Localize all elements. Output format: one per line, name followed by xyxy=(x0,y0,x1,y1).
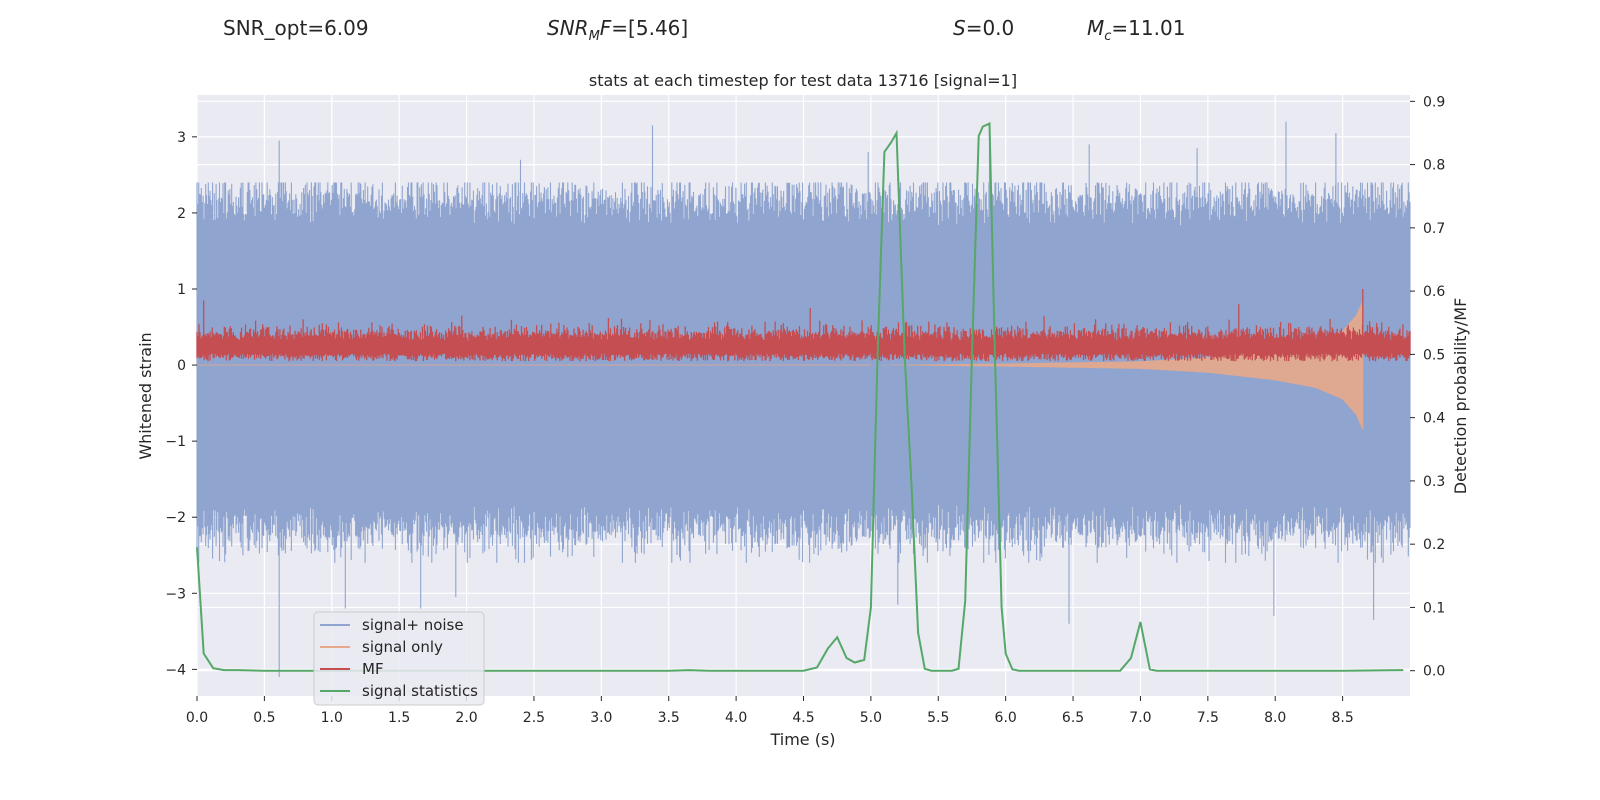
axis-ticks: 0.0 0.5 1.0 1.5 2.0 2.5 3.0 3.5 4.0 4.5 5.0 5.5 6.0 6… xyxy=(165,94,1445,726)
snr-mf-name: SNR xyxy=(547,16,589,40)
x-tick-label: 7.0 xyxy=(1129,710,1151,726)
snr-opt-label: SNR_opt=6.09 xyxy=(223,16,369,40)
snr-mf-label: SNRMF=[5.46] xyxy=(547,16,688,44)
x-tick-label: 6.5 xyxy=(1062,710,1084,726)
y-right-tick-label: 0.7 xyxy=(1423,221,1445,237)
x-tick-label: 5.5 xyxy=(927,710,949,726)
x-tick-label: 6.0 xyxy=(995,710,1017,726)
legend-label-signal-statistics: signal statistics xyxy=(362,682,478,700)
y-right-tick-label: 0.4 xyxy=(1423,411,1445,427)
mc-label: Mc=11.01 xyxy=(1087,16,1185,44)
y-right-tick-label: 0.0 xyxy=(1423,664,1445,680)
x-tick-label: 3.0 xyxy=(590,710,612,726)
legend-label-signal-only: signal only xyxy=(362,638,443,656)
x-tick-label: 4.5 xyxy=(792,710,814,726)
mf-series xyxy=(196,289,1411,362)
x-tick-label: 0.0 xyxy=(186,710,208,726)
mc-name: M xyxy=(1087,16,1105,40)
y-right-tick-label: 0.5 xyxy=(1423,347,1445,363)
legend-box xyxy=(313,611,485,706)
y-right-tick-label: 0.3 xyxy=(1423,474,1445,490)
y-right-tick-label: 0.8 xyxy=(1423,158,1445,174)
y-tick-label: 0 xyxy=(177,358,186,374)
x-tick-label: 1.0 xyxy=(321,710,343,726)
y-right-tick-label: 0.9 xyxy=(1423,94,1445,110)
x-tick-label: 3.5 xyxy=(658,710,680,726)
y-axis-label: Whitened strain xyxy=(136,332,155,459)
x-tick-label: 8.5 xyxy=(1331,710,1353,726)
y-tick-label: 3 xyxy=(177,130,186,146)
y-tick-label: 1 xyxy=(177,282,186,298)
y-tick-label: −3 xyxy=(165,586,186,602)
x-tick-label: 1.5 xyxy=(388,710,410,726)
snr-opt-text: SNR_opt=6.09 xyxy=(223,16,369,40)
y-axis-right-label: Detection probability/MF xyxy=(1451,298,1470,495)
s-name: S xyxy=(953,16,966,40)
x-tick-label: 2.5 xyxy=(523,710,545,726)
x-tick-label: 7.5 xyxy=(1197,710,1219,726)
x-tick-label: 5.0 xyxy=(860,710,882,726)
signal-statistics-series xyxy=(196,121,1404,672)
y-tick-label: 2 xyxy=(177,206,186,222)
x-tick-label: 4.0 xyxy=(725,710,747,726)
y-tick-label: −1 xyxy=(165,434,186,450)
snr-mf-name2: F xyxy=(599,16,612,40)
snr-mf-sub: M xyxy=(588,29,600,44)
mc-sub: c xyxy=(1104,29,1112,44)
signal-statistics-line xyxy=(196,121,1404,672)
x-tick-label: 2.0 xyxy=(455,710,477,726)
y-right-tick-label: 0.1 xyxy=(1423,600,1445,616)
legend-label-signal-noise: signal+ noise xyxy=(362,616,464,634)
y-tick-label: −4 xyxy=(165,662,186,678)
mf-line xyxy=(196,289,1411,362)
legend-label-mf: MF xyxy=(362,660,384,678)
y-right-tick-label: 0.2 xyxy=(1423,537,1445,553)
legend: signal+ noise signal only MF signal stat… xyxy=(313,611,485,706)
s-label: S=0.0 xyxy=(953,16,1014,40)
x-axis-label: Time (s) xyxy=(769,730,835,749)
chart-title: stats at each timestep for test data 137… xyxy=(589,71,1017,90)
s-value: =0.0 xyxy=(965,16,1015,40)
x-tick-label: 0.5 xyxy=(253,710,275,726)
mc-value: =11.01 xyxy=(1111,16,1186,40)
y-tick-label: −2 xyxy=(165,510,186,526)
x-tick-label: 8.0 xyxy=(1264,710,1286,726)
y-right-tick-label: 0.6 xyxy=(1423,284,1445,300)
snr-mf-value: =[5.46] xyxy=(611,16,689,40)
